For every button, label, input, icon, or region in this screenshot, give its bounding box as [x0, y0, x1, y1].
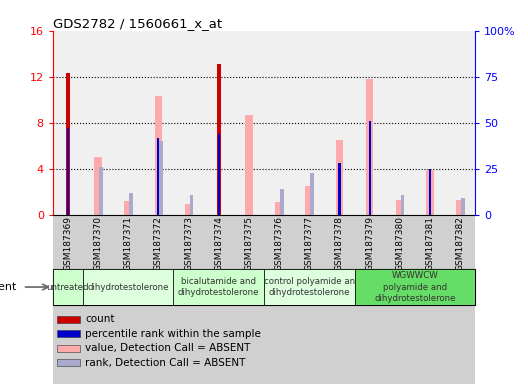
Bar	[401, 195, 404, 215]
Bar	[99, 167, 103, 215]
Bar	[57, 330, 80, 337]
Bar	[174, 269, 264, 305]
Bar	[354, 215, 385, 384]
Bar	[338, 164, 341, 215]
Bar	[280, 189, 284, 215]
Bar	[234, 215, 264, 384]
Bar	[294, 215, 324, 384]
Bar	[415, 215, 445, 384]
Bar	[354, 269, 475, 305]
Bar	[369, 121, 371, 215]
Bar	[95, 157, 102, 215]
Bar	[157, 137, 159, 215]
Text: WGWWCW
polyamide and
dihydrotestolerone: WGWWCW polyamide and dihydrotestolerone	[374, 271, 456, 303]
Bar	[385, 215, 415, 384]
Text: count: count	[85, 314, 115, 324]
Bar	[83, 269, 174, 305]
Bar	[190, 195, 193, 215]
Bar	[143, 215, 174, 384]
Text: rank, Detection Call = ABSENT: rank, Detection Call = ABSENT	[85, 358, 246, 368]
Bar	[306, 186, 313, 215]
Bar	[159, 141, 163, 215]
Bar	[67, 128, 69, 215]
Text: untreated: untreated	[46, 283, 89, 291]
Bar	[125, 201, 132, 215]
Bar	[461, 199, 465, 215]
Bar	[185, 204, 192, 215]
Bar	[456, 200, 464, 215]
Bar	[264, 269, 354, 305]
Bar	[275, 202, 283, 215]
Bar	[174, 215, 204, 384]
Bar	[83, 215, 113, 384]
Bar	[264, 215, 294, 384]
Text: bicalutamide and
dihydrotestolerone: bicalutamide and dihydrotestolerone	[178, 277, 259, 297]
Bar	[445, 215, 475, 384]
Bar	[57, 359, 80, 366]
Text: GDS2782 / 1560661_x_at: GDS2782 / 1560661_x_at	[53, 17, 222, 30]
Bar	[53, 215, 83, 384]
Bar	[57, 316, 80, 323]
Bar	[57, 345, 80, 352]
Text: percentile rank within the sample: percentile rank within the sample	[85, 329, 261, 339]
Text: dihydrotestolerone: dihydrotestolerone	[88, 283, 169, 291]
Bar	[396, 200, 403, 215]
Bar	[113, 215, 143, 384]
Bar	[324, 215, 354, 384]
Bar	[218, 134, 220, 215]
Text: value, Detection Call = ABSENT: value, Detection Call = ABSENT	[85, 343, 250, 353]
Text: control polyamide an
dihydrotestolerone: control polyamide an dihydrotestolerone	[263, 277, 355, 297]
Bar	[53, 269, 83, 305]
Bar	[155, 96, 162, 215]
Bar	[245, 115, 253, 215]
Bar	[66, 73, 70, 215]
Bar	[310, 173, 314, 215]
Bar	[426, 170, 433, 215]
Bar	[366, 79, 373, 215]
Bar	[217, 64, 221, 215]
Text: agent: agent	[0, 282, 16, 292]
Bar	[204, 215, 234, 384]
Bar	[429, 169, 431, 215]
Bar	[336, 140, 343, 215]
Bar	[129, 193, 133, 215]
